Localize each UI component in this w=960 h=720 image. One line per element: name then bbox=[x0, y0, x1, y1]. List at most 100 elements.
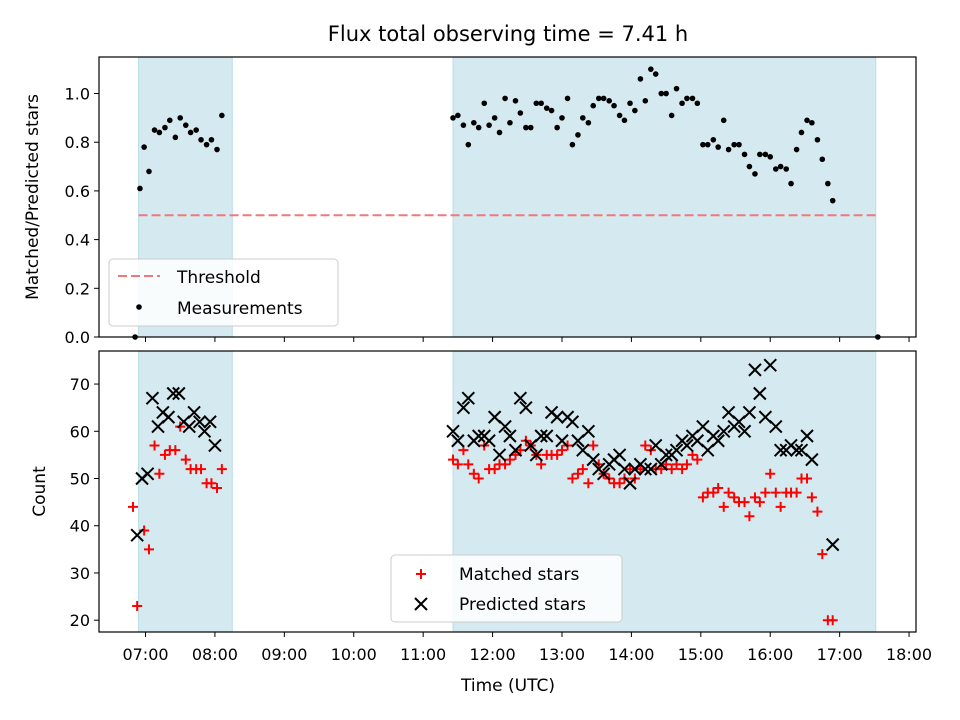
predicted-star-point bbox=[130, 528, 144, 542]
x-tick-label: 15:00 bbox=[678, 645, 724, 664]
data-point bbox=[460, 122, 467, 128]
data-point bbox=[512, 98, 519, 104]
matched-star-point bbox=[170, 445, 181, 456]
matched-star-point bbox=[567, 473, 578, 484]
x-tick-label: 09:00 bbox=[261, 645, 307, 664]
predicted-star-point bbox=[555, 434, 569, 448]
data-point bbox=[455, 112, 461, 119]
data-point bbox=[198, 136, 204, 143]
matched-star-point bbox=[827, 615, 838, 626]
predicted-star-point bbox=[644, 462, 658, 476]
legend-box bbox=[108, 258, 339, 327]
matched-star-point bbox=[149, 440, 160, 451]
predicted-star-point bbox=[172, 386, 186, 401]
predicted-star-point bbox=[612, 448, 627, 462]
data-point bbox=[648, 66, 654, 72]
matched-star-point bbox=[159, 449, 170, 460]
data-point bbox=[746, 163, 753, 170]
predicted-star-point bbox=[596, 467, 611, 481]
matched-star-point bbox=[640, 440, 651, 451]
x-tick-label: 14:00 bbox=[608, 645, 654, 664]
legend: Matched stars Predicted stars bbox=[390, 554, 623, 623]
predicted-star-point bbox=[737, 424, 752, 438]
observing-window bbox=[138, 350, 233, 633]
matched-star-point bbox=[448, 454, 459, 465]
predicted-star-point bbox=[805, 452, 819, 467]
y-tick-label: 30 bbox=[70, 564, 90, 583]
legend-matched-swatch bbox=[416, 569, 426, 579]
data-point bbox=[507, 119, 513, 126]
data-point bbox=[668, 112, 675, 119]
predicted-star-point bbox=[498, 419, 512, 434]
data-point bbox=[564, 95, 571, 102]
data-point bbox=[575, 132, 581, 138]
predicted-star-point bbox=[753, 386, 767, 401]
data-point bbox=[829, 197, 836, 204]
data-point bbox=[569, 141, 576, 148]
x-tick-label: 13:00 bbox=[539, 645, 585, 664]
matched-star-point bbox=[791, 487, 802, 498]
data-point bbox=[167, 117, 173, 124]
top-panel: 0.0 0.2 0.4 0.6 0.8 1.0 Matched/Predicted star… bbox=[23, 56, 917, 347]
predicted-star-point bbox=[581, 424, 596, 438]
matched-star-point bbox=[206, 478, 217, 489]
matched-star-point bbox=[739, 497, 750, 508]
matched-star-point bbox=[713, 482, 724, 493]
predicted-star-point bbox=[617, 462, 632, 476]
data-point bbox=[611, 102, 617, 109]
predicted-star-point bbox=[197, 424, 212, 438]
data-point bbox=[673, 85, 680, 92]
matched-star-point bbox=[806, 492, 817, 503]
predicted-star-point bbox=[825, 537, 840, 552]
legend-threshold-label: Threshold bbox=[176, 268, 261, 288]
x-tick-label: 17:00 bbox=[817, 645, 863, 664]
data-point bbox=[772, 166, 779, 172]
data-point bbox=[762, 151, 769, 158]
y-tick-label: 0.2 bbox=[65, 279, 90, 298]
matched-star-point bbox=[765, 468, 776, 479]
predicted-star-point bbox=[471, 429, 486, 443]
data-point bbox=[590, 102, 597, 109]
data-point bbox=[595, 95, 602, 102]
x-tick-label: 18:00 bbox=[886, 645, 932, 664]
data-point bbox=[825, 180, 831, 187]
legend: Threshold Measurements bbox=[108, 258, 339, 327]
y-tick-label: 0.0 bbox=[65, 328, 90, 347]
predicted-star-point bbox=[208, 438, 222, 453]
y-tick-label: 40 bbox=[70, 517, 90, 536]
data-point bbox=[637, 76, 644, 82]
matched-star-point bbox=[744, 511, 755, 522]
predicted-star-point bbox=[166, 386, 180, 401]
data-point bbox=[621, 117, 628, 124]
data-point bbox=[736, 141, 742, 148]
legend-matched-label: Matched stars bbox=[459, 565, 579, 585]
data-point bbox=[767, 154, 774, 160]
predicted-star-point bbox=[161, 410, 176, 424]
matched-star-point bbox=[572, 468, 583, 479]
matched-star-point bbox=[681, 459, 692, 470]
chart-title: Flux total observing time = 7.41 h bbox=[328, 22, 688, 46]
x-tick-label: 12:00 bbox=[470, 645, 516, 664]
data-point bbox=[658, 90, 665, 97]
data-point bbox=[486, 122, 492, 128]
predicted-star-point bbox=[513, 391, 528, 405]
matched-star-point bbox=[216, 464, 227, 475]
data-point bbox=[548, 107, 555, 114]
predicted-star-point bbox=[550, 410, 564, 424]
data-point bbox=[606, 98, 612, 104]
data-point bbox=[533, 100, 540, 107]
matched-star-point bbox=[515, 445, 526, 456]
matched-star-point bbox=[749, 492, 760, 503]
data-point bbox=[580, 115, 586, 121]
data-point bbox=[219, 112, 225, 119]
data-point bbox=[788, 180, 794, 187]
predicted-star-point bbox=[565, 415, 580, 429]
bottom-panel: 20 30 40 50 60 70 07:00 08:00 09:00 10:00 11:00 12:… bbox=[30, 350, 932, 664]
matched-star-point bbox=[812, 506, 823, 517]
data-point bbox=[819, 156, 826, 163]
matched-star-point bbox=[677, 464, 688, 475]
data-point bbox=[502, 95, 508, 102]
matched-star-point bbox=[775, 501, 786, 512]
matched-star-point bbox=[770, 487, 781, 498]
predicted-star-point bbox=[503, 429, 517, 443]
